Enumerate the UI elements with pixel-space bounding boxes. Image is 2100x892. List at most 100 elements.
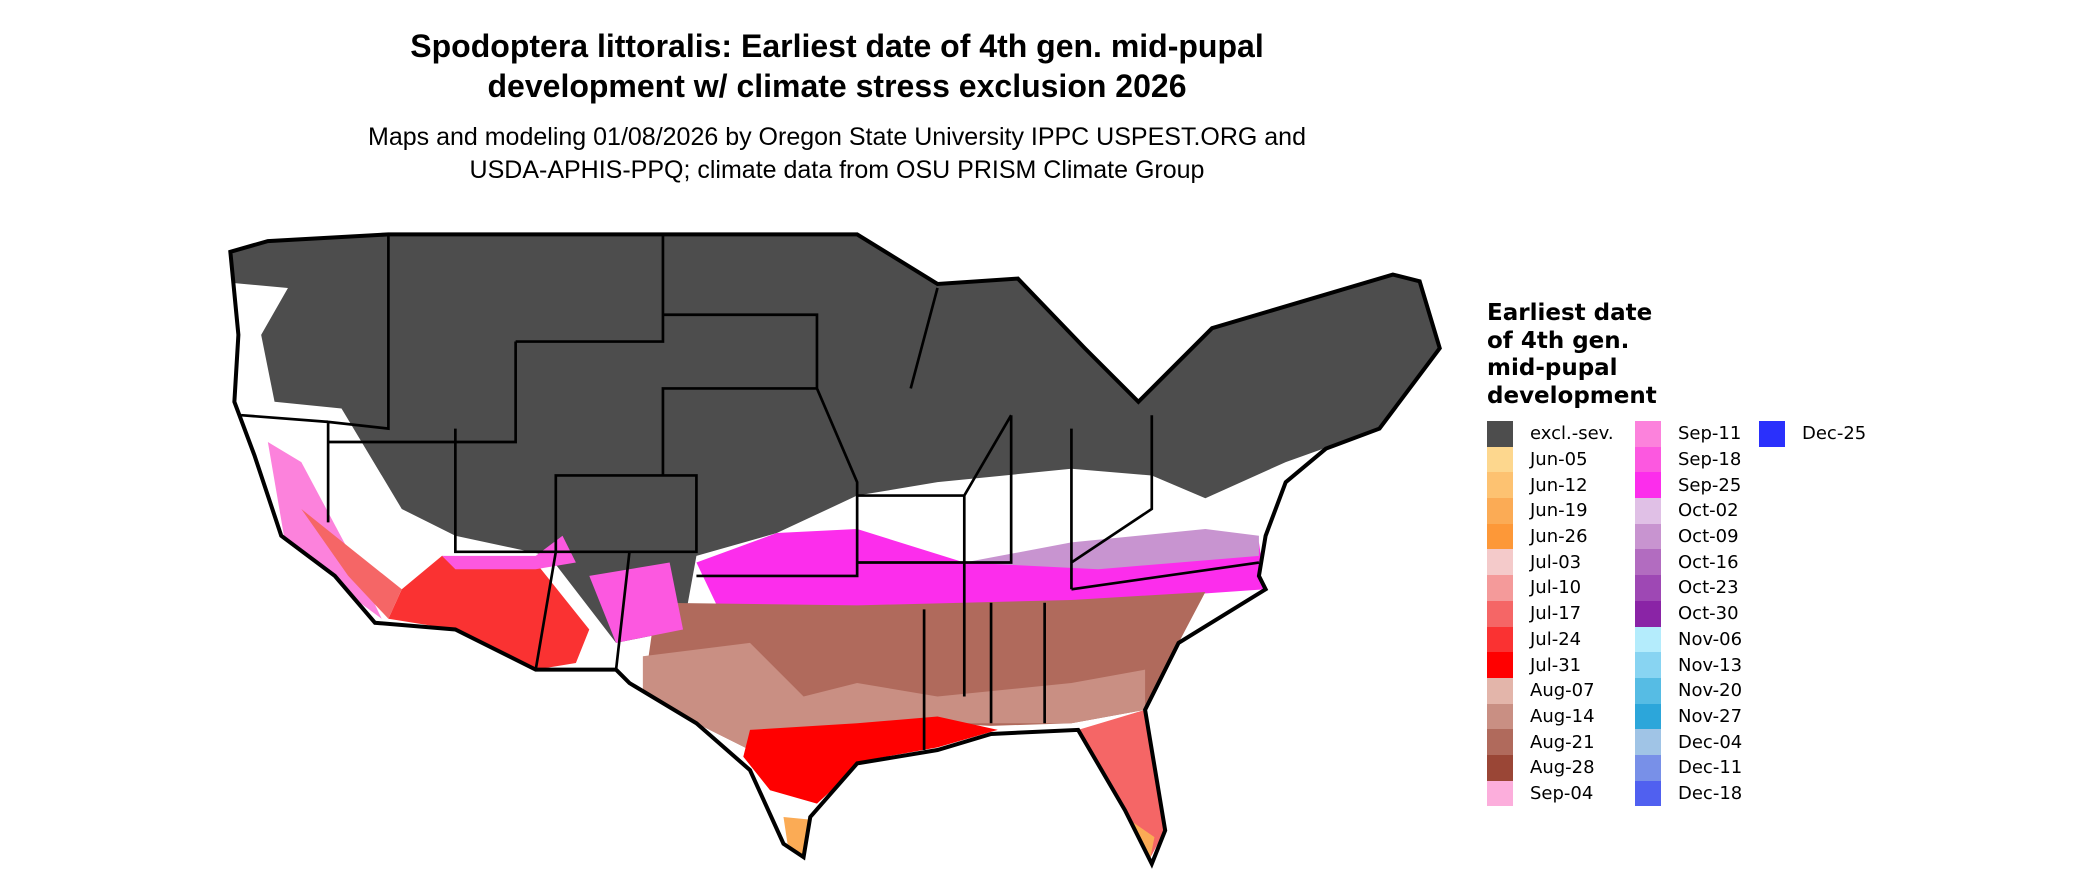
legend-label: excl.-sev. — [1530, 423, 1614, 445]
legend-item: Jun-12 — [1487, 472, 1614, 499]
legend-label: Dec-18 — [1678, 782, 1743, 804]
legend-item: Sep-11 — [1635, 421, 1742, 447]
legend-swatch — [1635, 677, 1661, 704]
legend-label: Dec-04 — [1678, 731, 1743, 753]
legend-item: Aug-14 — [1487, 703, 1614, 730]
legend-item: Jun-19 — [1487, 498, 1614, 524]
legend-item: Nov-06 — [1635, 626, 1743, 653]
legend-swatch — [1635, 549, 1661, 576]
legend-label: Aug-21 — [1530, 731, 1595, 753]
legend-swatch — [1635, 729, 1661, 755]
legend-label: Aug-28 — [1530, 757, 1595, 779]
legend-item: Sep-25 — [1635, 472, 1742, 499]
legend-title-line: development — [1487, 382, 1657, 409]
legend-swatch — [1487, 600, 1513, 627]
map-title-line-1: Spodoptera littoralis: Earliest date of … — [410, 28, 1264, 64]
legend-label: Nov-27 — [1678, 705, 1743, 727]
legend-label: Jul-31 — [1530, 654, 1582, 676]
legend-label: Oct-09 — [1678, 526, 1739, 548]
legend-label: Jun-05 — [1530, 449, 1588, 471]
legend-column-1: excl.-sev. Jun-05 Jun-12 Jun-19 Jun-26 Jul-03… — [1487, 421, 1614, 807]
legend-label: Sep-18 — [1678, 449, 1742, 471]
legend-label: Jul-17 — [1530, 603, 1582, 625]
legend-item: Nov-20 — [1635, 677, 1743, 704]
legend-label: Nov-13 — [1678, 654, 1743, 676]
legend-title: Earliest date of 4th gen. mid-pupal deve… — [1487, 300, 1747, 410]
legend-item: Nov-27 — [1635, 703, 1743, 730]
legend-item: Dec-25 — [1759, 421, 1866, 447]
legend-item: Sep-18 — [1635, 446, 1742, 473]
legend-swatch — [1487, 703, 1513, 730]
state-borders — [230, 234, 1439, 863]
legend-swatch — [1635, 446, 1661, 473]
region-jul-gulf — [743, 716, 998, 804]
legend-swatch — [1635, 626, 1661, 653]
legend-label: Jul-10 — [1530, 577, 1582, 599]
legend-label: Sep-04 — [1530, 782, 1594, 804]
legend-item: Jun-05 — [1487, 446, 1614, 473]
legend-item: Oct-09 — [1635, 523, 1742, 550]
legend-item: excl.-sev. — [1487, 421, 1614, 447]
legend-item: Dec-11 — [1635, 754, 1743, 781]
region-oct — [964, 529, 1259, 570]
legend-swatch — [1635, 472, 1661, 499]
legend-swatch — [1635, 703, 1661, 730]
legend-swatch — [1487, 446, 1513, 473]
legend-swatch — [1487, 575, 1513, 601]
legend-swatch — [1487, 549, 1513, 576]
legend-label: Jun-19 — [1530, 500, 1588, 522]
region-florida — [1078, 709, 1166, 860]
region-southwest — [388, 555, 590, 670]
legend-swatch — [1635, 498, 1661, 524]
legend-label: Aug-07 — [1530, 680, 1595, 702]
legend-label: Sep-11 — [1678, 423, 1742, 445]
legend-label: Jun-12 — [1530, 474, 1588, 496]
legend-title-line: mid-pupal — [1487, 355, 1618, 381]
legend-label: Dec-11 — [1678, 757, 1743, 779]
legend-item: Oct-23 — [1635, 575, 1742, 601]
legend-label: Oct-23 — [1678, 577, 1739, 599]
legend-label: Jun-26 — [1530, 526, 1588, 548]
map-title: Spodoptera littoralis: Earliest date of … — [237, 26, 1437, 106]
legend-label: Oct-30 — [1678, 603, 1739, 625]
legend-item: Oct-02 — [1635, 498, 1742, 524]
region-aug-light — [642, 642, 1146, 751]
legend-swatch — [1635, 780, 1661, 807]
legend-label: Nov-06 — [1678, 628, 1743, 650]
legend-swatch — [1487, 677, 1513, 704]
legend-swatch — [1635, 575, 1661, 601]
legend-swatch — [1635, 600, 1661, 627]
map-subtitle-line-1: Maps and modeling 01/08/2026 by Oregon S… — [368, 123, 1306, 151]
legend-item: Jul-10 — [1487, 575, 1614, 601]
legend-item: Aug-07 — [1487, 677, 1614, 704]
legend-item: Aug-28 — [1487, 754, 1614, 781]
legend-column-3: Dec-25 — [1759, 421, 1866, 447]
legend-label: Oct-16 — [1678, 551, 1739, 573]
legend-swatch — [1487, 780, 1513, 807]
legend-item: Oct-30 — [1635, 600, 1742, 627]
legend-item: Jul-31 — [1487, 652, 1614, 678]
legend-swatch — [1487, 498, 1513, 524]
legend-swatch — [1635, 652, 1661, 678]
legend-swatch — [1759, 421, 1785, 447]
legend-label: Oct-02 — [1678, 500, 1739, 522]
legend-item: Nov-13 — [1635, 652, 1742, 678]
legend-item: Jul-24 — [1487, 626, 1614, 653]
legend-swatch — [1487, 729, 1513, 755]
region-california-red — [301, 508, 402, 619]
legend-label: Nov-20 — [1678, 680, 1743, 702]
legend-item: Jul-17 — [1487, 600, 1614, 627]
legend-title-line: of 4th gen. — [1487, 327, 1630, 354]
legend-label: Jul-24 — [1530, 628, 1582, 650]
legend-swatch — [1487, 626, 1513, 653]
legend-label: Aug-14 — [1530, 705, 1595, 727]
map-title-line-2: development w/ climate stress exclusion … — [487, 68, 1187, 104]
legend-item: Dec-18 — [1635, 780, 1743, 807]
legend-item: Dec-04 — [1635, 729, 1742, 755]
legend-swatch — [1487, 523, 1513, 550]
legend-item: Jun-26 — [1487, 523, 1614, 550]
legend-item: Aug-21 — [1487, 729, 1614, 755]
map-subtitle: Maps and modeling 01/08/2026 by Oregon S… — [237, 121, 1437, 187]
map-subtitle-line-2: USDA-APHIS-PPQ; climate data from OSU PR… — [469, 156, 1205, 184]
